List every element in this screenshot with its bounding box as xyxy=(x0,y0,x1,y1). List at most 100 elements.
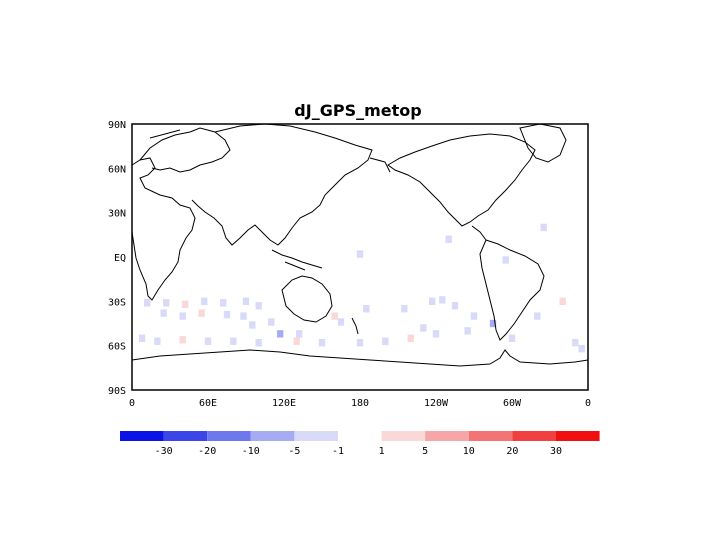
lon-tick-label: 120W xyxy=(424,398,449,409)
data-cell xyxy=(540,223,547,232)
colorbar-swatch xyxy=(294,431,338,441)
data-cell xyxy=(356,339,364,347)
data-cell xyxy=(534,312,541,320)
data-cell xyxy=(249,321,256,329)
coastline-europe xyxy=(139,127,231,173)
colorbar xyxy=(120,431,600,441)
colorbar-swatch xyxy=(338,431,382,441)
data-cell xyxy=(154,337,161,345)
colorbar-swatch xyxy=(163,431,208,441)
colorbar-label: 10 xyxy=(463,446,475,457)
data-cell xyxy=(502,256,509,264)
data-cell xyxy=(464,327,471,335)
lat-tick-label: 90N xyxy=(108,120,126,131)
colorbar-swatch xyxy=(250,431,295,441)
coastline-asia xyxy=(191,123,373,246)
data-cell xyxy=(451,302,459,310)
data-cell xyxy=(240,312,247,320)
map-frame xyxy=(131,123,589,391)
colorbar-swatch xyxy=(207,431,251,441)
data-cell xyxy=(407,334,414,342)
lon-tick-label: 60E xyxy=(199,398,217,409)
lat-tick-label: 60S xyxy=(108,342,126,353)
data-cell xyxy=(204,337,212,345)
coastline-greenland xyxy=(519,123,567,163)
data-cell xyxy=(230,337,237,345)
coastline-south-america xyxy=(479,239,545,341)
data-cell xyxy=(559,297,566,306)
data-cell xyxy=(163,299,170,307)
coastline-indonesia xyxy=(271,249,323,269)
data-cell xyxy=(160,309,167,317)
data-cell xyxy=(420,324,427,332)
data-cell xyxy=(337,318,345,326)
lat-tick-label: EQ xyxy=(114,253,126,264)
data-cell xyxy=(363,305,370,313)
data-cell xyxy=(293,337,300,345)
lon-tick-label: 120E xyxy=(272,398,296,409)
data-cell xyxy=(277,330,284,338)
colorbar-swatch xyxy=(425,431,469,441)
data-cell xyxy=(572,339,579,347)
data-cell xyxy=(429,297,436,306)
data-cell xyxy=(578,344,585,353)
lat-tick-label: 90S xyxy=(108,386,126,397)
coastline-north-america xyxy=(387,133,536,227)
colorbar-label: 1 xyxy=(379,446,385,457)
data-cell xyxy=(318,339,326,347)
colorbar-label: -20 xyxy=(198,446,216,457)
data-cell xyxy=(445,235,452,243)
colorbar-label: 30 xyxy=(550,446,562,457)
data-cell xyxy=(179,312,186,320)
lon-tick-label: 60W xyxy=(503,398,522,409)
data-cell xyxy=(138,334,146,342)
data-cell xyxy=(356,250,364,258)
data-cell xyxy=(255,302,262,310)
data-cell xyxy=(220,299,227,307)
colorbar-swatch xyxy=(468,431,513,441)
coastline-africa xyxy=(131,157,196,301)
data-cell xyxy=(223,310,231,319)
colorbar-label: -5 xyxy=(288,446,300,457)
lat-tick-label: 30S xyxy=(108,297,126,308)
data-cell xyxy=(439,296,446,304)
colorbar-label: -30 xyxy=(155,446,173,457)
coastlines xyxy=(131,123,589,367)
coastline-australia xyxy=(281,275,333,323)
data-cell xyxy=(489,319,497,328)
data-cell xyxy=(268,318,275,326)
data-cell xyxy=(144,299,151,307)
map-title: dJ_GPS_metop xyxy=(294,101,421,120)
data-cell xyxy=(432,330,440,338)
lat-tick-label: 60N xyxy=(108,164,126,175)
colorbar-swatch xyxy=(512,431,556,441)
lat-tick-label: 30N xyxy=(108,209,126,220)
colorbar-label: 20 xyxy=(506,446,518,457)
data-cell xyxy=(201,297,208,306)
colorbar-label: -1 xyxy=(332,446,344,457)
data-cell xyxy=(182,300,189,308)
lon-tick-label: 180 xyxy=(351,398,369,409)
data-cell xyxy=(382,337,389,345)
data-cell xyxy=(401,305,408,313)
data-cell xyxy=(255,339,262,347)
data-cells xyxy=(138,223,585,353)
colorbar-labels: -30 -20 -10 -5 -1 1 5 10 20 30 xyxy=(155,446,562,457)
colorbar-swatch xyxy=(120,431,164,441)
data-cell xyxy=(179,336,186,344)
colorbar-label: 5 xyxy=(422,446,428,457)
coastline-antarctica xyxy=(131,349,589,367)
longitude-tick-labels: 0 60E 120E 180 120W 60W 0 xyxy=(129,398,591,409)
colorbar-swatch xyxy=(381,431,426,441)
colorbar-swatch xyxy=(556,431,600,441)
data-cell xyxy=(198,309,205,317)
data-cell xyxy=(331,312,338,320)
data-cell xyxy=(470,312,478,320)
data-cell xyxy=(508,334,516,342)
latitude-tick-labels: 90N 60N 30N EQ 30S 60S 90S xyxy=(108,120,126,397)
colorbar-label: -10 xyxy=(242,446,260,457)
data-cell xyxy=(242,297,250,306)
lon-tick-label: 0 xyxy=(129,398,135,409)
data-cell xyxy=(296,330,303,338)
